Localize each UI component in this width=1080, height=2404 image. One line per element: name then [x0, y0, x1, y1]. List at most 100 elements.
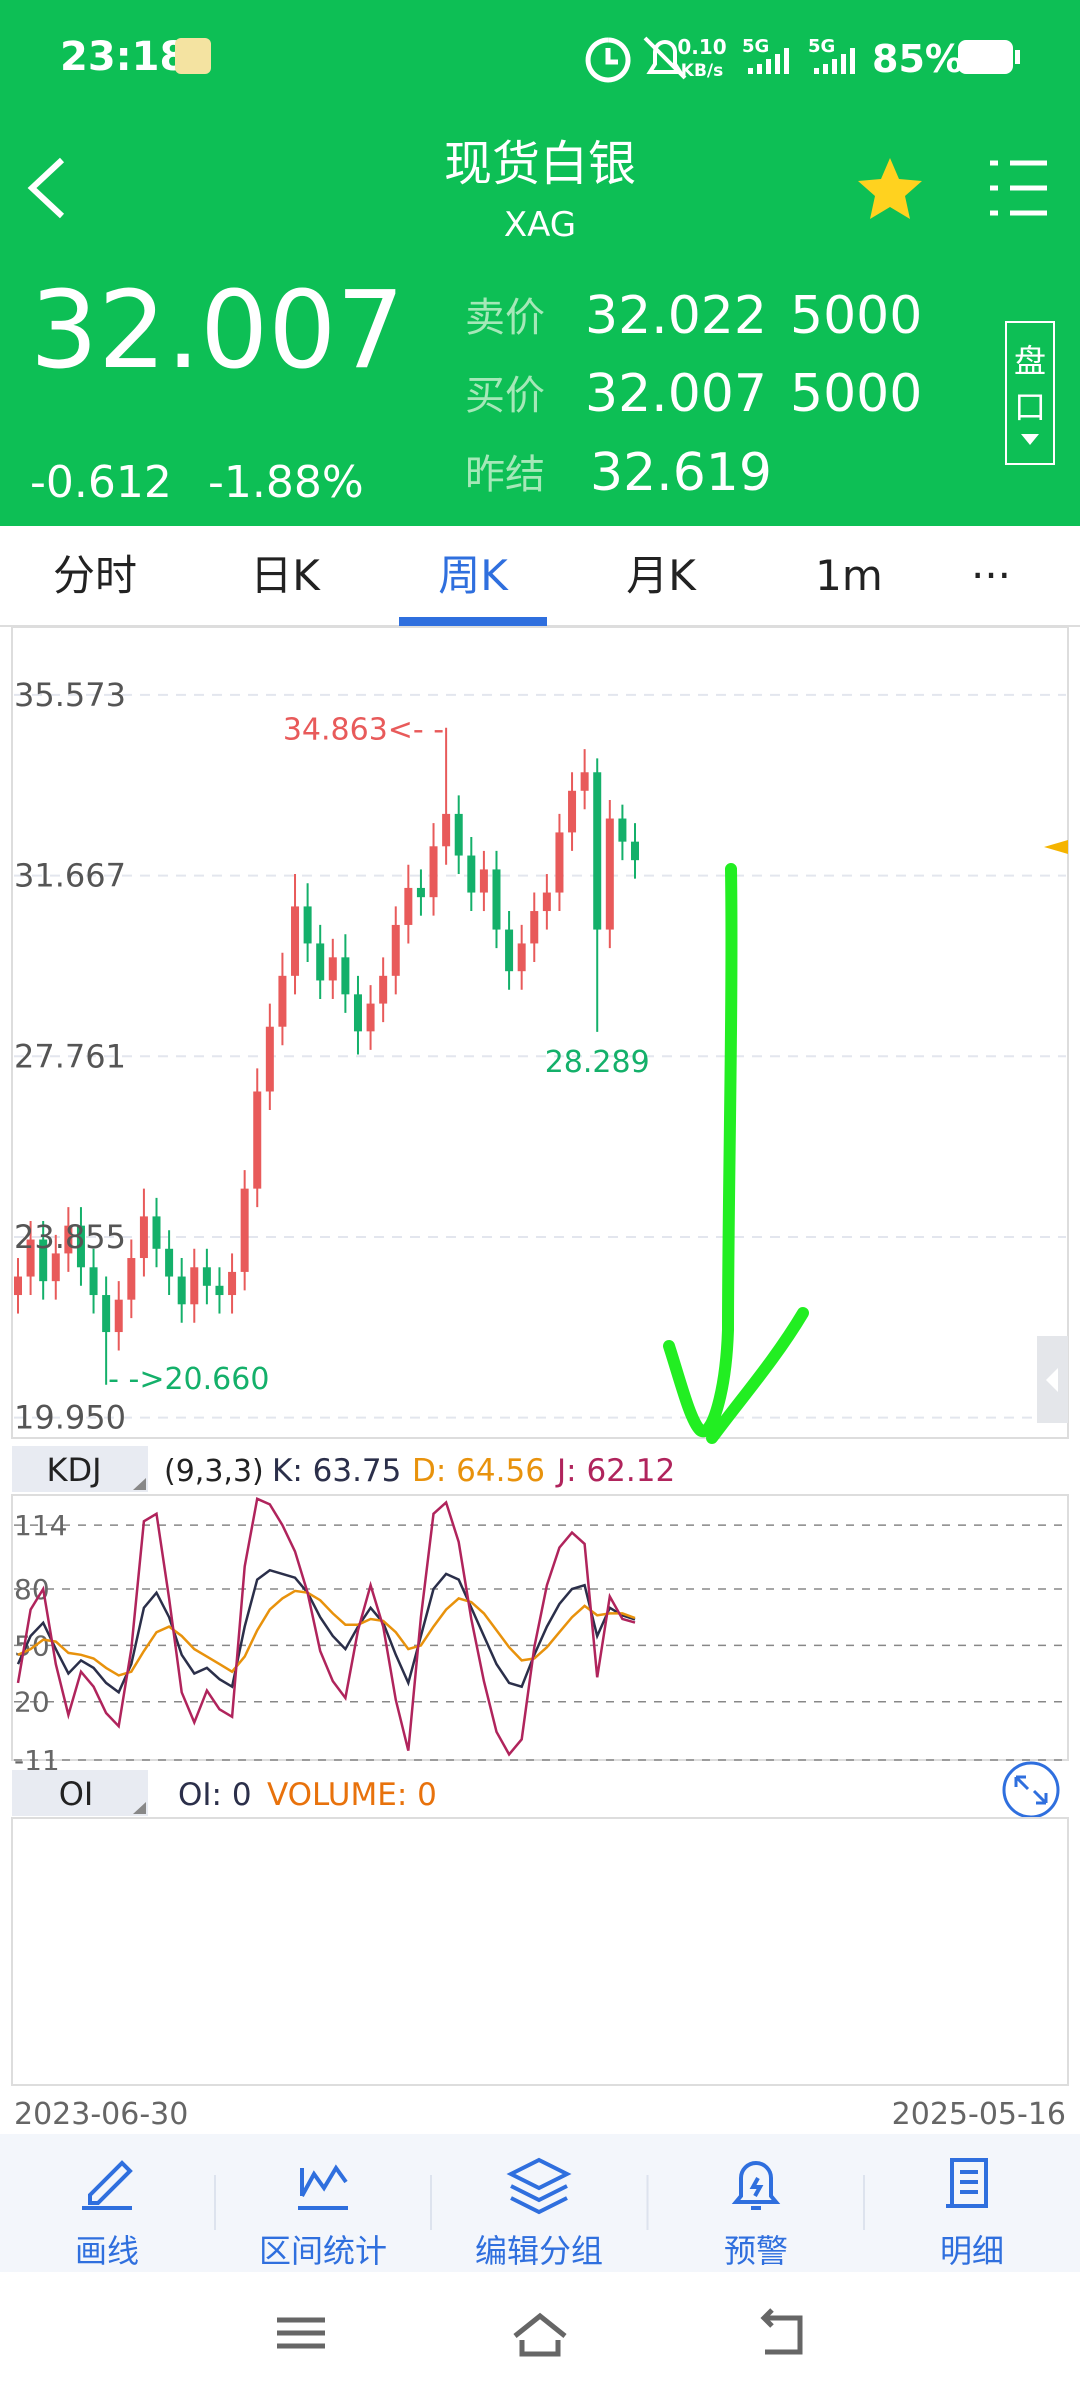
candle-body — [530, 911, 539, 944]
tab[interactable]: 1m — [815, 551, 883, 600]
candle-body — [555, 832, 564, 893]
chart-panel — [11, 626, 1069, 1439]
candle-body — [265, 1026, 274, 1092]
candle-body — [39, 1239, 48, 1282]
candle-body — [429, 846, 438, 898]
depth-text: 盘 — [1014, 342, 1046, 380]
signal-label: 5G — [808, 36, 835, 57]
prev-close: 32.619 — [590, 443, 772, 503]
y-tick-label: 23.855 — [14, 1218, 126, 1256]
candle-body — [416, 887, 425, 898]
tag-corner — [133, 1478, 146, 1490]
signal-bars — [748, 48, 789, 74]
candle-body — [568, 790, 577, 833]
toolbar: 画线 区间统计 编辑分组 预警 明细 — [75, 2175, 1004, 2270]
header-bg — [0, 0, 1080, 526]
toolbar-label[interactable]: 编辑分组 — [475, 2232, 603, 2270]
toolbar-icons — [82, 2157, 988, 2215]
indicator-tag[interactable] — [12, 1446, 148, 1492]
legend-entry: D: 64.56 — [412, 1453, 545, 1489]
y-tick-label: 35.573 — [14, 676, 126, 714]
indicator-name: KDJ — [46, 1451, 101, 1489]
back-button[interactable] — [27, 157, 65, 219]
tab[interactable]: 月K — [626, 551, 697, 600]
candle-body — [89, 1267, 98, 1296]
candle-body — [228, 1271, 237, 1296]
title: 现货白银 — [444, 136, 636, 192]
tab-underline — [399, 617, 547, 626]
candle-body — [618, 818, 627, 842]
candle-body — [467, 855, 476, 893]
extreme-label: - ->20.660 — [108, 1362, 269, 1397]
candle-body — [328, 957, 337, 981]
kdj-panel — [11, 1494, 1069, 1761]
tab[interactable]: 周K — [438, 551, 509, 600]
extreme-label: 28.289 — [545, 1045, 650, 1080]
toolbar-bg — [0, 2134, 1080, 2272]
depth-button[interactable] — [1005, 321, 1055, 465]
alarm-icon — [585, 37, 631, 83]
candle-body — [14, 1276, 22, 1296]
tab[interactable]: 日K — [250, 551, 321, 600]
toolbar-label[interactable]: 区间统计 — [259, 2232, 387, 2270]
expand-button[interactable] — [1002, 1761, 1060, 1819]
candle-body — [291, 906, 300, 976]
depth-arrow — [1021, 434, 1039, 445]
nav-home[interactable] — [513, 2312, 567, 2357]
candle-body — [454, 813, 463, 856]
ask-size: 5000 — [790, 286, 922, 346]
tab[interactable]: ··· — [971, 551, 1011, 600]
candle-body — [353, 994, 362, 1032]
indicator-tag[interactable] — [12, 1770, 148, 1816]
change: -0.612 — [30, 457, 172, 508]
candle-body — [240, 1188, 249, 1272]
legend-entry: J: 62.12 — [555, 1453, 675, 1489]
candle-body — [404, 887, 413, 925]
candle-body — [442, 813, 451, 847]
subtitle: XAG — [504, 205, 576, 245]
candle-body — [593, 772, 602, 930]
candle-body — [492, 869, 501, 930]
candle-body — [341, 957, 350, 995]
tab[interactable]: 分时 — [53, 551, 137, 600]
toolbar-label[interactable]: 预警 — [724, 2232, 788, 2270]
candle-body — [391, 924, 400, 976]
prev-label: 昨结 — [465, 452, 545, 498]
y-tick-label: 31.667 — [14, 857, 126, 895]
candle-body — [51, 1253, 60, 1282]
hand-drawn-arrow — [663, 863, 809, 1444]
price-marker — [1044, 840, 1068, 854]
candle-body — [26, 1239, 35, 1277]
favorite-star[interactable] — [858, 158, 922, 219]
indicator-params: (9,3,3) — [164, 1454, 264, 1489]
candle-body — [303, 906, 312, 944]
oi-panel — [11, 1817, 1069, 2086]
ask: 32.022 — [585, 286, 767, 346]
candle-body — [102, 1295, 111, 1333]
app-icon — [175, 38, 211, 74]
candle-body — [127, 1258, 136, 1300]
tag-corner — [133, 1802, 146, 1814]
candle-body — [505, 929, 514, 972]
battery-icon — [958, 40, 1013, 74]
toolbar-label[interactable]: 明细 — [940, 2232, 1004, 2270]
change-pct: -1.88% — [208, 457, 364, 508]
candle-body — [253, 1091, 262, 1189]
x-label-start: 2023-06-30 — [14, 2097, 188, 2132]
candle-chart: 35.573 31.667 27.761 23.855 19.950 34.863<- -… — [14, 676, 1066, 1437]
menu-button[interactable] — [990, 160, 1047, 216]
signal-label: 5G — [742, 36, 769, 57]
candle-body — [139, 1216, 148, 1259]
toolbar-label[interactable]: 画线 — [75, 2232, 139, 2270]
bid-size: 5000 — [790, 364, 922, 424]
candle-body — [177, 1276, 186, 1305]
nav-menu[interactable] — [277, 2317, 325, 2349]
depth-text: 口 — [1014, 388, 1046, 426]
ask-label: 卖价 — [465, 295, 545, 341]
candle-body — [580, 772, 589, 791]
legend-entry: OI: 0 — [178, 1777, 252, 1813]
nav-back[interactable] — [760, 2308, 803, 2355]
candle-body — [165, 1248, 174, 1277]
candle-body — [64, 1225, 73, 1254]
net-unit: KB/s — [681, 61, 723, 81]
